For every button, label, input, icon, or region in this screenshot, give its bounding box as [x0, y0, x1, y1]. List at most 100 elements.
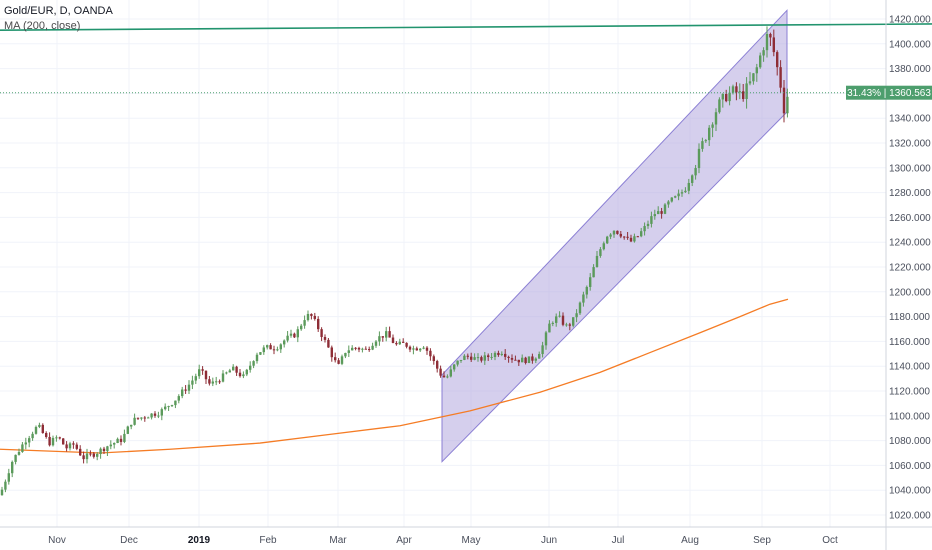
candle-body	[269, 345, 272, 350]
candle-body	[490, 356, 493, 358]
candle-body	[68, 443, 72, 449]
candle-body	[62, 438, 65, 445]
y-tick-label: 1420.000	[889, 15, 931, 26]
candle-body	[126, 426, 129, 434]
candle-body	[786, 96, 789, 114]
candle-body	[385, 331, 388, 338]
candle-body	[388, 331, 391, 338]
x-tick-label: Jul	[612, 535, 625, 546]
y-tick-label: 1180.000	[889, 312, 930, 323]
candle-body	[184, 389, 187, 391]
candle-body	[79, 448, 82, 456]
candle-body	[704, 140, 707, 142]
candle-body	[242, 374, 245, 377]
candle-body	[75, 444, 78, 449]
candle-body	[493, 352, 497, 357]
candle-body	[181, 389, 184, 397]
candle-body	[194, 376, 197, 381]
candle-body	[238, 372, 242, 377]
candle-body	[276, 349, 279, 351]
candle-body	[592, 267, 595, 278]
candle-body	[595, 255, 599, 268]
y-tick-label: 1260.000	[889, 213, 931, 224]
candle-body	[742, 91, 745, 100]
candle-body	[405, 342, 408, 347]
candle-body	[476, 357, 480, 359]
candle-body	[697, 148, 701, 169]
candle-body	[357, 347, 361, 350]
candle-body	[232, 366, 235, 371]
candle-body	[572, 317, 575, 326]
candle-body	[211, 381, 214, 384]
candle-body	[170, 405, 174, 407]
candle-body	[371, 345, 374, 350]
candle-body	[153, 413, 157, 416]
candle-body	[453, 364, 456, 370]
candle-body	[606, 236, 609, 244]
candle-body	[497, 352, 500, 355]
y-tick-label: 1320.000	[889, 139, 931, 150]
candle-body	[680, 192, 684, 194]
x-tick-label: May	[462, 535, 481, 546]
candle-body	[24, 442, 27, 445]
candle-body	[718, 99, 721, 113]
x-tick-label: Feb	[259, 535, 277, 546]
candle-body	[221, 373, 225, 382]
candle-body	[113, 443, 116, 445]
candle-body	[487, 355, 490, 358]
candle-body	[340, 356, 344, 364]
candle-body	[517, 359, 520, 363]
candle-body	[303, 320, 306, 326]
candle-body	[272, 349, 276, 351]
candle-body	[354, 347, 357, 349]
indicator-label: MA (200, close)	[4, 20, 81, 32]
candle-body	[361, 348, 364, 350]
candle-body	[320, 329, 323, 337]
candle-body	[772, 37, 775, 53]
candle-body	[446, 376, 449, 378]
candle-body	[432, 356, 435, 362]
candle-body	[51, 437, 55, 446]
candle-body	[378, 336, 381, 342]
candle-body	[657, 211, 660, 215]
candle-body	[208, 379, 211, 384]
candle-body	[626, 236, 629, 238]
candle-body	[286, 335, 289, 341]
candle-body	[116, 438, 119, 444]
y-tick-label: 1200.000	[889, 287, 931, 298]
candle-body	[463, 355, 466, 360]
candle-body	[245, 369, 248, 375]
candle-body	[769, 33, 772, 38]
candle-body	[578, 302, 582, 314]
candle-body	[293, 333, 296, 338]
candle-body	[187, 384, 191, 391]
candle-body	[755, 67, 758, 74]
y-tick-label: 1280.000	[889, 188, 931, 199]
candle-body	[602, 243, 605, 250]
candle-body	[262, 347, 265, 353]
candle-body	[480, 357, 483, 361]
candle-body	[568, 324, 571, 326]
candle-body	[483, 355, 486, 361]
candle-body	[629, 237, 633, 242]
candle-body	[14, 454, 17, 462]
candle-body	[470, 356, 473, 360]
candle-body	[296, 329, 299, 338]
candle-body	[531, 356, 534, 361]
candle-body	[521, 357, 524, 363]
candle-body	[575, 313, 578, 318]
candle-body	[89, 453, 92, 455]
candle-body	[215, 381, 218, 383]
candle-body	[334, 357, 337, 361]
candle-body	[735, 86, 738, 93]
candle-body	[524, 357, 527, 363]
candle-body	[544, 332, 548, 346]
price-badge-bg	[846, 85, 932, 100]
candle-body	[228, 370, 231, 373]
candle-body	[674, 196, 677, 198]
candle-body	[364, 348, 367, 350]
candle-body	[252, 361, 255, 366]
candle-body	[201, 369, 204, 371]
y-tick-label: 1220.000	[889, 263, 931, 274]
